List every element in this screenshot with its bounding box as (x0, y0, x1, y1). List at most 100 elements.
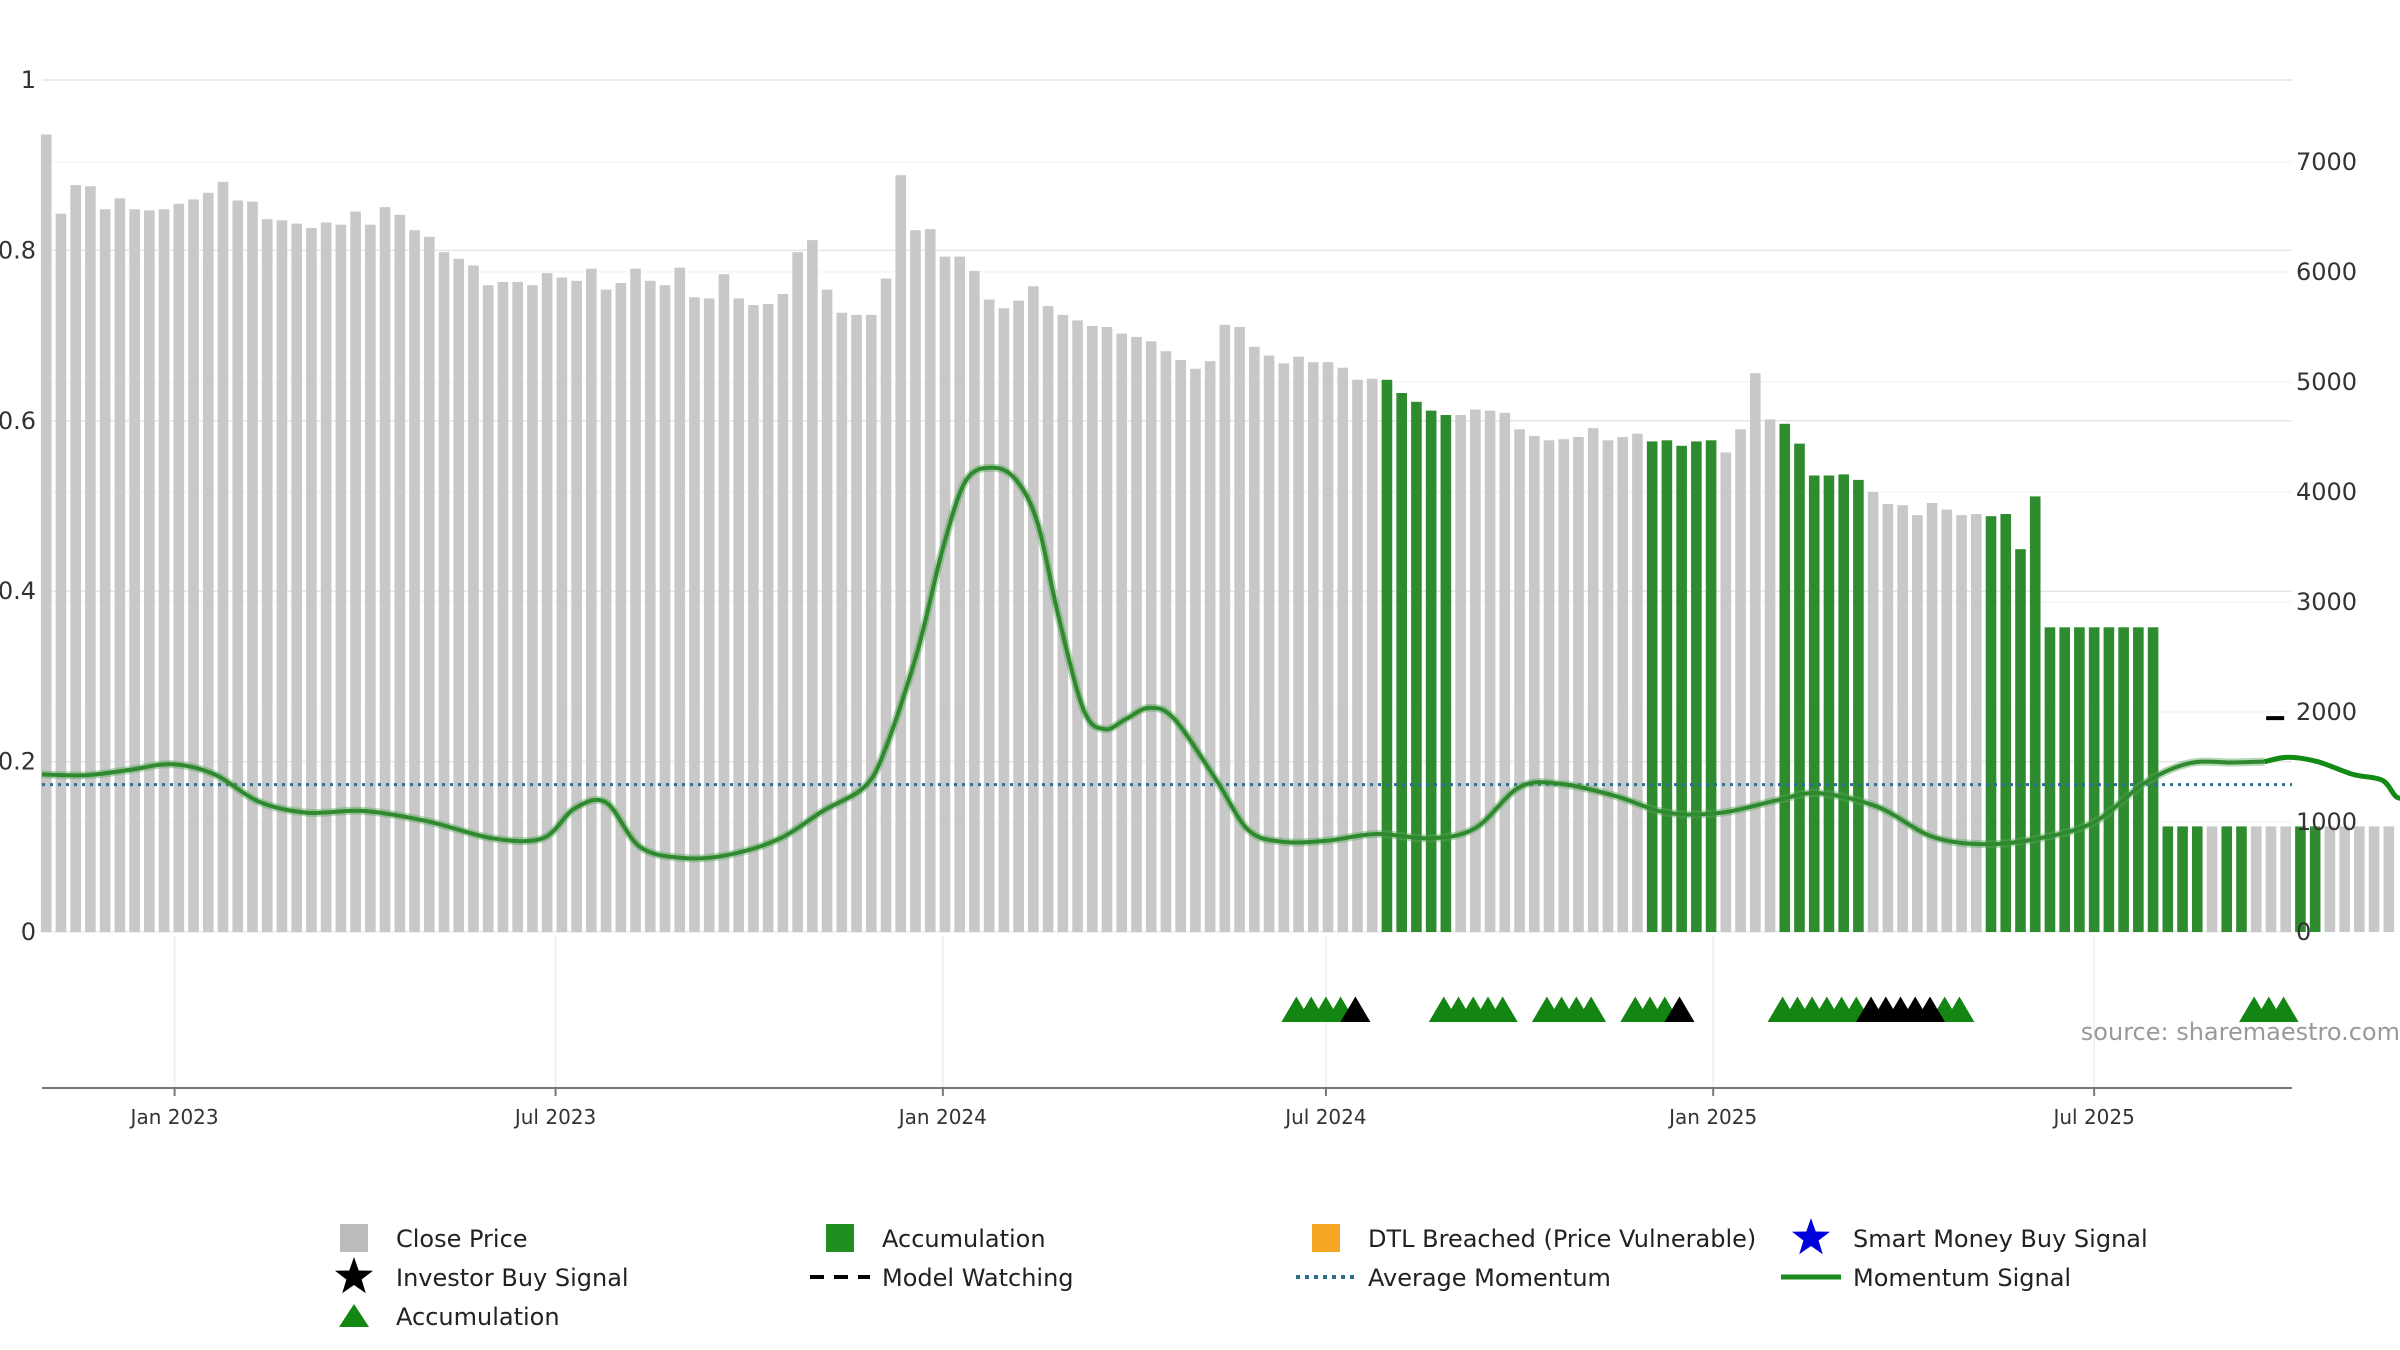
signal-marker-layer (1281, 996, 2299, 1022)
y-left-tick-label: 0.6 (0, 407, 36, 435)
accumulation-bar (2295, 826, 2306, 932)
close-price-bar (2324, 826, 2336, 932)
close-price-bar (2339, 826, 2350, 932)
close-price-bar (821, 289, 833, 933)
legend-triangle-icon (339, 1304, 369, 1327)
close-price-bar (1263, 355, 1275, 933)
accumulation-bar (1779, 423, 1791, 932)
accumulation-bar (2103, 627, 2115, 932)
close-price-bar (1484, 410, 1496, 933)
y-left-tick-label: 0 (21, 918, 36, 946)
legend-symbol-triangle (339, 1304, 369, 1327)
close-price-bar (202, 192, 214, 933)
legend-label: Average Momentum (1368, 1264, 1611, 1292)
close-price-bar (144, 210, 155, 932)
close-price-bar (497, 281, 509, 932)
legend-label: Model Watching (882, 1264, 1074, 1292)
close-price-bar (1072, 320, 1083, 932)
close-price-bar (1470, 409, 1481, 932)
accumulation-bar (2015, 549, 2026, 932)
close-price-bar (85, 186, 96, 932)
legend: Close Price Accumulation DTL Breached (Pri… (335, 1218, 2148, 1331)
close-price-bar (40, 134, 52, 932)
close-price-bar (762, 303, 774, 932)
close-price-bar (924, 229, 936, 933)
close-price-bar (851, 314, 862, 932)
accumulation-bar (1838, 474, 1849, 932)
close-price-bar (615, 283, 627, 932)
accumulation-bar (2074, 627, 2085, 932)
close-price-bar (1204, 361, 1216, 933)
close-price-bar (1278, 363, 1290, 932)
legend-label: Momentum Signal (1853, 1264, 2071, 1292)
close-price-bar (1131, 336, 1142, 932)
close-price-bar (1234, 327, 1245, 932)
legend-label: Close Price (396, 1225, 528, 1253)
x-tick-label: Jul 2023 (513, 1105, 596, 1129)
close-price-bar (2265, 826, 2277, 932)
legend-label: Smart Money Buy Signal (1853, 1225, 2148, 1253)
close-price-bar (939, 256, 951, 933)
close-price-bar (320, 222, 332, 932)
close-price-bar (1190, 368, 1201, 932)
accumulation-bar (1646, 441, 1658, 932)
accumulation-marker (1944, 996, 1975, 1022)
investor-buy-marker (1340, 996, 1371, 1022)
close-price-bar (291, 223, 302, 933)
close-price-bar (1086, 325, 1098, 932)
y-right-tick-label: 2000 (2296, 698, 2357, 726)
legend-square-icon (826, 1224, 854, 1252)
close-price-bar (1558, 439, 1570, 932)
close-price-bar (1543, 440, 1555, 932)
close-price-bar (1145, 341, 1157, 932)
close-price-bar (865, 314, 877, 932)
y-left-tick-label: 0.4 (0, 577, 36, 605)
close-price-bar (718, 274, 730, 932)
accumulation-bar (1676, 445, 1687, 932)
close-price-bar (1882, 504, 1894, 932)
y-right-tick-label: 6000 (2296, 258, 2357, 286)
close-price-bar (2280, 826, 2291, 932)
close-price-bar (232, 200, 244, 932)
close-price-bar (261, 219, 273, 932)
close-price-bar (807, 240, 818, 933)
close-price-bar (1013, 300, 1024, 933)
close-price-bar (188, 199, 199, 932)
y-left-tick-label: 0.2 (0, 748, 36, 776)
close-price-bar (1941, 509, 1953, 932)
close-price-bar (247, 201, 258, 933)
accumulation-bar (2177, 826, 2188, 932)
close-price-bar (674, 267, 686, 933)
close-price-bar (1573, 437, 1584, 932)
close-price-bar (1867, 492, 1879, 932)
accumulation-bar (2236, 826, 2247, 932)
close-price-bar (409, 230, 420, 932)
x-tick-label: Jul 2025 (2051, 1105, 2134, 1129)
accumulation-bar (2029, 496, 2041, 932)
y-right-tick-label: 0 (2296, 918, 2311, 946)
close-price-bar (1042, 306, 1054, 933)
close-price-bar (1352, 379, 1363, 932)
legend-symbol-star (335, 1257, 373, 1294)
legend-star-icon (335, 1257, 373, 1294)
close-price-bar (2383, 826, 2395, 932)
close-price-bar (571, 280, 582, 932)
accumulation-bar (2044, 627, 2056, 932)
close-price-bar (1116, 333, 1128, 933)
accumulation-bar (1823, 475, 1835, 932)
accumulation-bar (1808, 475, 1820, 932)
accumulation-bar (2000, 514, 2012, 932)
close-price-bar (1970, 514, 1982, 932)
close-price-bar (1617, 437, 1628, 932)
accumulation-bar (2118, 627, 2129, 932)
y-right-tick-label: 3000 (2296, 588, 2357, 616)
close-price-bar (969, 270, 980, 932)
close-price-bar (1749, 373, 1761, 932)
close-price-bar (1337, 367, 1349, 932)
axes-layer: 0 0.2 0.4 0.6 0.8 1 0 1000 2000 3000 4000 5000 6000 7… (0, 66, 2357, 1129)
close-price-bar (1587, 428, 1599, 932)
legend-symbol-square (1312, 1224, 1340, 1252)
close-price-bar (1499, 412, 1511, 932)
close-price-bar (1514, 429, 1525, 932)
accumulation-bar (2162, 826, 2174, 932)
